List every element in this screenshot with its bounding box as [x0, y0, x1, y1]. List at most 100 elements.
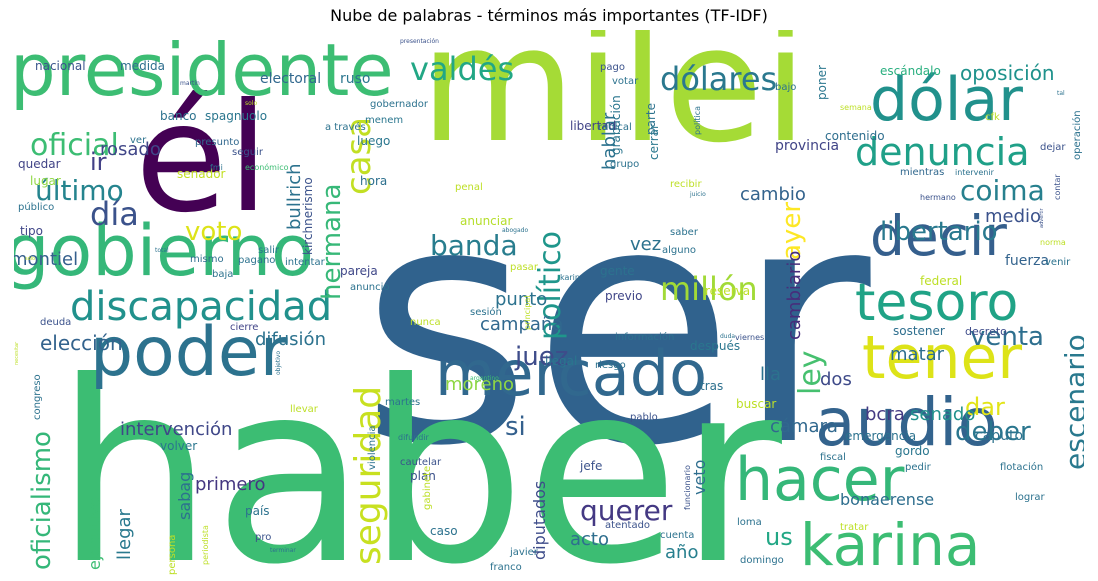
word-senado: senado: [910, 404, 975, 425]
word-voto: voto: [185, 217, 242, 247]
word-cambiario: cambiario: [784, 251, 805, 340]
word-spagnuolo: spagnuolo: [205, 109, 267, 123]
word-cuenta: cuenta: [660, 530, 694, 541]
word-bajo: bajo: [775, 82, 796, 93]
word-dejar: dejar: [1040, 142, 1066, 153]
word-moreno: moreno: [445, 374, 514, 395]
word-plan: plan: [410, 469, 436, 483]
word-principal: principal: [523, 296, 532, 330]
word-emergencia: emergencia: [845, 429, 916, 443]
word-gente: gente: [600, 264, 635, 278]
word-coima: coima: [960, 174, 1045, 207]
word-dia: día: [90, 195, 139, 233]
word-pasar: pasar: [510, 262, 539, 273]
word-ir: ir: [90, 148, 107, 176]
word-cautelar: cautelar: [400, 457, 442, 468]
word-millon: millón: [660, 270, 758, 308]
word-karin: karin: [560, 273, 580, 282]
word-jefe: jefe: [579, 459, 602, 473]
word-tras: tras: [700, 379, 723, 393]
word-funcionario: funcionario: [683, 465, 692, 510]
word-querer: querer: [580, 494, 673, 527]
word-domingo: domingo: [740, 555, 784, 566]
word-recibir: recibir: [670, 179, 702, 190]
word-electoral: electoral: [260, 71, 321, 87]
word-llegar: llegar: [114, 508, 135, 560]
word-karina: karina: [800, 511, 980, 578]
word-hablar: hablar: [599, 112, 620, 170]
word-libertad: libertad: [570, 119, 616, 133]
word-fiscal: fiscal: [820, 452, 846, 463]
word-cierre: cierre: [230, 322, 258, 333]
word-franco: franco: [490, 562, 522, 573]
word-informacion: información: [615, 331, 674, 343]
word-mismo: mismo: [190, 254, 224, 265]
word-kirchnerismo: kirchnerismo: [301, 177, 315, 255]
word-sabag: sabag: [175, 472, 194, 520]
word-dar: dar: [965, 393, 1005, 421]
word-seguir: seguir: [232, 147, 264, 158]
word-decreto: decreto: [965, 325, 1007, 338]
word-tratar: tratar: [840, 522, 869, 533]
word-cambio: cambio: [740, 184, 806, 205]
word-valdes: valdés: [410, 50, 514, 88]
word-bonaerense: bonaerense: [840, 490, 934, 509]
word-argentino: argentino: [470, 375, 499, 382]
word-total: total: [155, 247, 169, 254]
word-anuncio: anuncio: [350, 282, 390, 293]
word-dos: dos: [820, 369, 852, 390]
word-pareja: pareja: [340, 264, 378, 278]
word-ser: ser: [360, 134, 874, 518]
word-reserva: reserva: [705, 284, 750, 298]
word-oficialismo: oficialismo: [27, 431, 57, 570]
word-persona: persona: [167, 535, 178, 575]
word-cfk: cfk: [985, 112, 1000, 123]
word-tipo: tipo: [20, 224, 43, 238]
word-poder: poder: [90, 313, 288, 392]
word-hermana: hermana: [317, 184, 347, 300]
word-advertir: advertir: [1039, 207, 1045, 228]
word-riesgo: riesgo: [595, 360, 626, 371]
word-presentacion: presentación: [400, 38, 439, 45]
word-flotacion: flotación: [1000, 461, 1043, 473]
word-llevar: llevar: [290, 404, 319, 415]
word-federal: federal: [920, 274, 962, 288]
word-decir: decir: [870, 204, 1007, 268]
word-pais: país: [245, 504, 270, 518]
word-denuncia: denuncia: [855, 130, 1030, 174]
word-venta: venta: [970, 322, 1044, 352]
word-escenario: escenario: [1059, 334, 1084, 470]
word-medida: medida: [120, 59, 165, 73]
word-juez: juez: [514, 342, 568, 372]
word-tener: tener: [862, 323, 1022, 393]
word-abogado: abogado: [502, 227, 528, 234]
word-lugar: lugar: [30, 174, 61, 188]
word-banco: banco: [160, 109, 197, 123]
word-objetivo: objetivo: [275, 351, 282, 375]
word-seguridad: seguridad: [348, 386, 389, 565]
word-audio: audio: [815, 384, 998, 461]
word-intentar: intentar: [285, 257, 326, 268]
word-volver: volver: [160, 439, 197, 453]
word-ilegal: ilegal: [545, 354, 577, 368]
word-deber: deber: [955, 417, 1031, 447]
word-contenido: contenido: [825, 129, 885, 143]
word-luego: luego: [357, 134, 390, 148]
word-hora: hora: [360, 174, 387, 188]
word-caso: caso: [430, 524, 458, 538]
word-diputados: diputados: [530, 481, 549, 560]
word-baja: baja: [212, 269, 233, 280]
word-terminar: terminar: [270, 547, 296, 554]
word-provincia: provincia: [775, 138, 839, 154]
word-pedir: pedir: [905, 462, 932, 473]
word-acto: acto: [570, 529, 609, 550]
word-cerrar: cerrar: [647, 124, 661, 160]
word-bcra: bcra: [865, 404, 905, 425]
word-lla: lla: [760, 364, 781, 385]
word-alguno: alguno: [662, 245, 696, 256]
word-pro: pro: [255, 532, 271, 543]
word-violencia: violencia: [367, 426, 378, 471]
word-previo: previo: [605, 289, 642, 303]
word-atentado: atentado: [605, 520, 650, 531]
word-milei: milei: [420, 30, 808, 178]
